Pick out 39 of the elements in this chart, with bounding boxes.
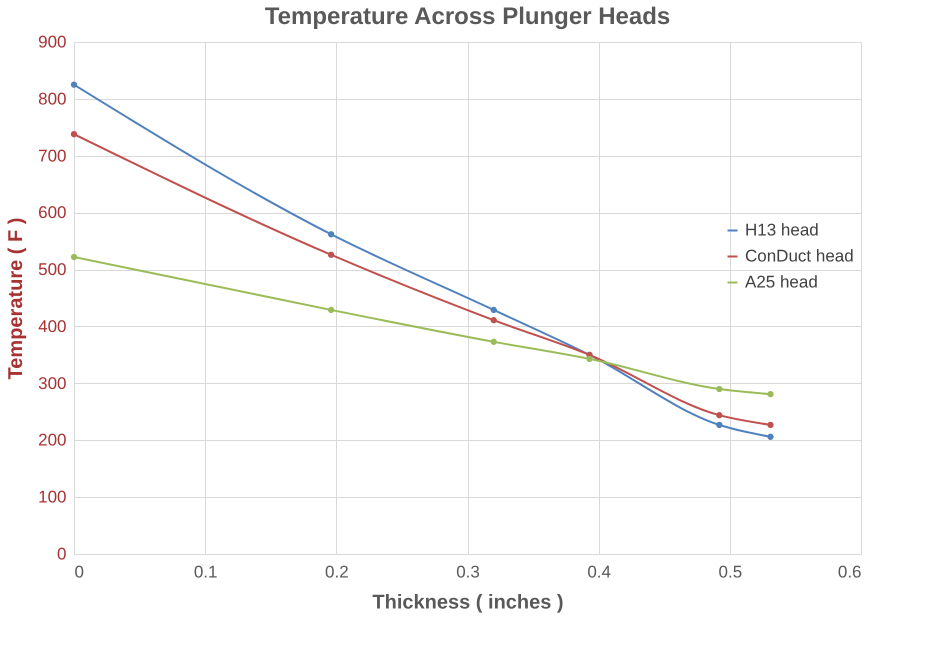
x-tick-label: 0.3 [456,562,480,582]
y-tick-label: 700 [38,146,66,166]
y-tick-label: 500 [38,260,66,280]
point [767,434,774,440]
point [586,356,593,362]
point [716,412,722,418]
x-tick-label: 0.4 [587,562,611,582]
y-tick-label: 600 [38,203,66,222]
y-tick-label: 100 [38,488,66,507]
point [70,254,78,260]
y-tick-label: 0 [57,544,66,564]
x-tick-label: 0.6 [838,562,862,582]
point [328,306,334,314]
point [767,422,774,428]
legend-label: H13 head [745,220,819,240]
point [716,386,722,392]
legend-label: A25 head [745,272,818,292]
point [490,306,497,314]
y-tick-label: 900 [38,32,66,52]
point [328,252,334,258]
legend-label: ConDuct head [745,246,854,266]
point [490,338,497,345]
point [70,131,78,138]
x-tick-label: 0.2 [325,562,349,582]
x-tick-label: 0.5 [718,562,742,582]
chart-title: Temperature Across Plunger Heads [264,3,670,30]
x-tick-label: 0 [74,562,84,582]
point [490,317,497,324]
y-tick-label: 200 [38,430,66,450]
y-tick-label: 800 [38,89,66,108]
y-axis-title: Temperature ( F ) [5,218,28,380]
x-tick-label: 0.1 [194,562,218,582]
y-tick-label: 300 [38,374,66,393]
point [70,82,78,88]
point [767,390,774,398]
y-tick-label: 400 [38,316,66,336]
point [716,422,722,428]
x-axis-title: Thickness ( inches ) [372,592,564,614]
point [328,231,334,238]
